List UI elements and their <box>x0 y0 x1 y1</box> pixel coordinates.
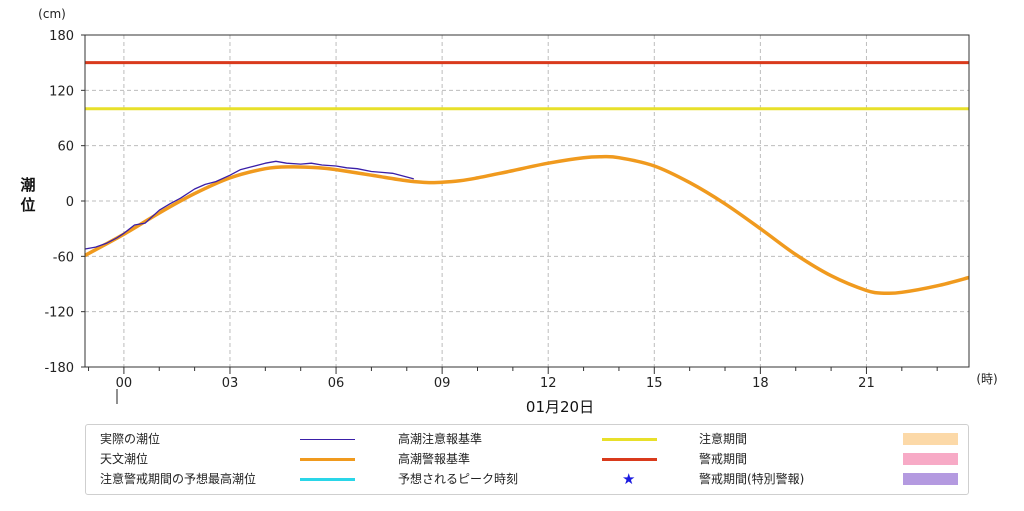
series-line <box>84 154 970 296</box>
x-tick-label: 12 <box>540 376 557 391</box>
y-tick-label: 60 <box>57 140 74 155</box>
legend-label-special-warning-period: 警戒期間(特別警報) <box>699 472 805 486</box>
y-tick-label: -60 <box>53 250 74 265</box>
y-axis-title-char: 位 <box>20 196 35 214</box>
date-label: 01月20日 <box>526 398 594 416</box>
legend-label-peak-time: 予想されるピーク時刻 <box>398 472 519 486</box>
legend-label-warning-period: 警戒期間 <box>699 452 748 466</box>
x-tick-label: 03 <box>222 376 239 391</box>
legend-swatch-special-warning-period <box>903 473 958 485</box>
x-ticks: 00 03 06 09 12 15 18 21 <box>116 376 875 391</box>
y-tick-label: 180 <box>49 29 74 44</box>
threshold-lines <box>85 61 969 111</box>
legend-swatch-advisory-period <box>903 433 958 445</box>
x-tick-label: 06 <box>328 376 345 391</box>
legend-label-advisory-period: 注意期間 <box>699 432 748 446</box>
y-ticks: 180 120 60 0 -60 -120 -180 <box>44 29 85 376</box>
legend-swatch-warning-period <box>903 453 958 465</box>
y-tick-label: 0 <box>66 195 74 210</box>
y-tick-label: -120 <box>44 306 74 321</box>
legend-swatch-warning <box>602 458 657 461</box>
legend-swatch-actual <box>300 439 355 440</box>
x-tick-label: 21 <box>858 376 875 391</box>
y-tick-label: 120 <box>49 84 74 99</box>
legend: 実際の潮位 高潮注意報基準 注意期間 天文潮位 高潮警報基準 警戒期間 注意警戒… <box>85 424 969 495</box>
series-line <box>84 160 414 250</box>
legend-swatch-predicted-max <box>300 478 355 481</box>
legend-swatch-advisory <box>602 438 657 441</box>
x-tick-label: 00 <box>116 376 133 391</box>
legend-label-advisory: 高潮注意報基準 <box>398 432 483 446</box>
legend-label-actual: 実際の潮位 <box>100 432 161 446</box>
legend-swatch-astronomical <box>300 458 355 461</box>
x-tick-label: 18 <box>752 376 769 391</box>
y-tick-label: -180 <box>44 361 74 376</box>
x-tick-label: 15 <box>646 376 663 391</box>
tide-chart: (cm) (時) 潮位 01月20日 180120600-60-120-180 … <box>20 7 997 416</box>
legend-label-warning: 高潮警報基準 <box>398 452 471 466</box>
legend-row: 実際の潮位 高潮注意報基準 注意期間 <box>86 429 968 449</box>
series-lines <box>84 154 970 296</box>
legend-label-astronomical: 天文潮位 <box>100 452 149 466</box>
legend-label-predicted-max: 注意警戒期間の予想最高潮位 <box>100 472 257 486</box>
x-tick-label: 09 <box>434 376 451 391</box>
axes <box>84 34 970 374</box>
legend-row: 天文潮位 高潮警報基準 警戒期間 <box>86 449 968 469</box>
x-unit-label: (時) <box>976 372 997 386</box>
star-icon: ★ <box>622 470 636 488</box>
grid <box>85 35 969 367</box>
y-axis-title-char: 潮 <box>20 176 35 194</box>
legend-row: 注意警戒期間の予想最高潮位 予想されるピーク時刻 ★ 警戒期間(特別警報) <box>86 469 968 489</box>
y-unit-label: (cm) <box>38 7 66 21</box>
y-axis-title: 潮位 <box>20 176 35 214</box>
